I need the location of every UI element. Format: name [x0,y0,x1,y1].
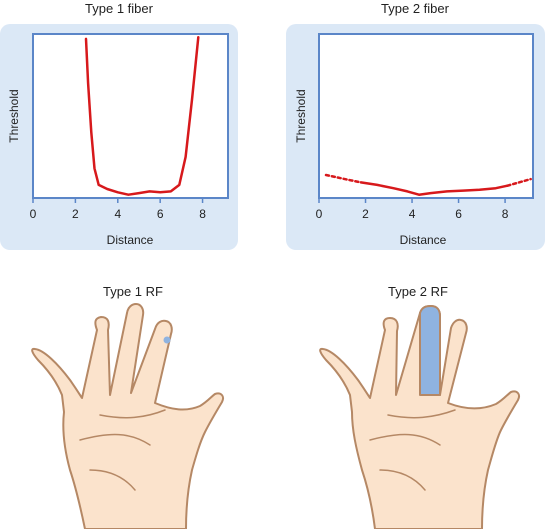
y-axis-label: Threshold [294,89,308,142]
curve-group [84,36,200,196]
threshold-curve-dotted [506,177,532,187]
hand-label-type-2: Type 2 RF [388,284,448,299]
palm-crease [99,409,166,419]
hand-label-type-1: Type 1 RF [103,284,163,299]
x-tick-label: 4 [114,207,121,221]
chart-type-2: Type 2 fiber Threshold Distance 0 2 4 6 8 [286,1,545,250]
x-tick-group: 0 2 4 6 8 [316,198,509,221]
x-tick-label: 6 [157,207,164,221]
receptive-field-finger [419,305,441,396]
chart-title: Type 1 fiber [85,1,154,16]
chart-type-1: Type 1 fiber Threshold Distance 0 2 4 6 8 [0,1,238,250]
threshold-curve [84,36,200,196]
palm-crease [79,433,151,446]
x-axis-label: Distance [400,233,447,247]
x-tick-label: 2 [362,207,369,221]
chart-title: Type 2 fiber [381,1,450,16]
receptive-field-dot [163,336,171,344]
hand-illustration-type-2 [319,305,521,529]
palm-crease [89,469,136,491]
x-tick-label: 6 [455,207,462,221]
y-axis-label: Threshold [7,89,21,142]
plot-frame [318,33,534,199]
x-tick-label: 4 [409,207,416,221]
curve-group [324,173,532,196]
hand-illustration-type-1 [31,303,225,529]
x-tick-label: 8 [502,207,509,221]
threshold-curve-dotted [324,173,363,184]
x-tick-label: 0 [316,207,323,221]
x-axis-label: Distance [107,233,154,247]
hand-outline [31,303,225,529]
x-tick-group: 0 2 4 6 8 [30,198,206,221]
plot-frame [32,33,229,199]
palm-crease [387,409,456,419]
x-tick-label: 2 [72,207,79,221]
threshold-curve [359,181,509,196]
palm-crease [379,469,426,491]
palm-crease [369,433,441,446]
x-tick-label: 8 [199,207,206,221]
x-tick-label: 0 [30,207,37,221]
